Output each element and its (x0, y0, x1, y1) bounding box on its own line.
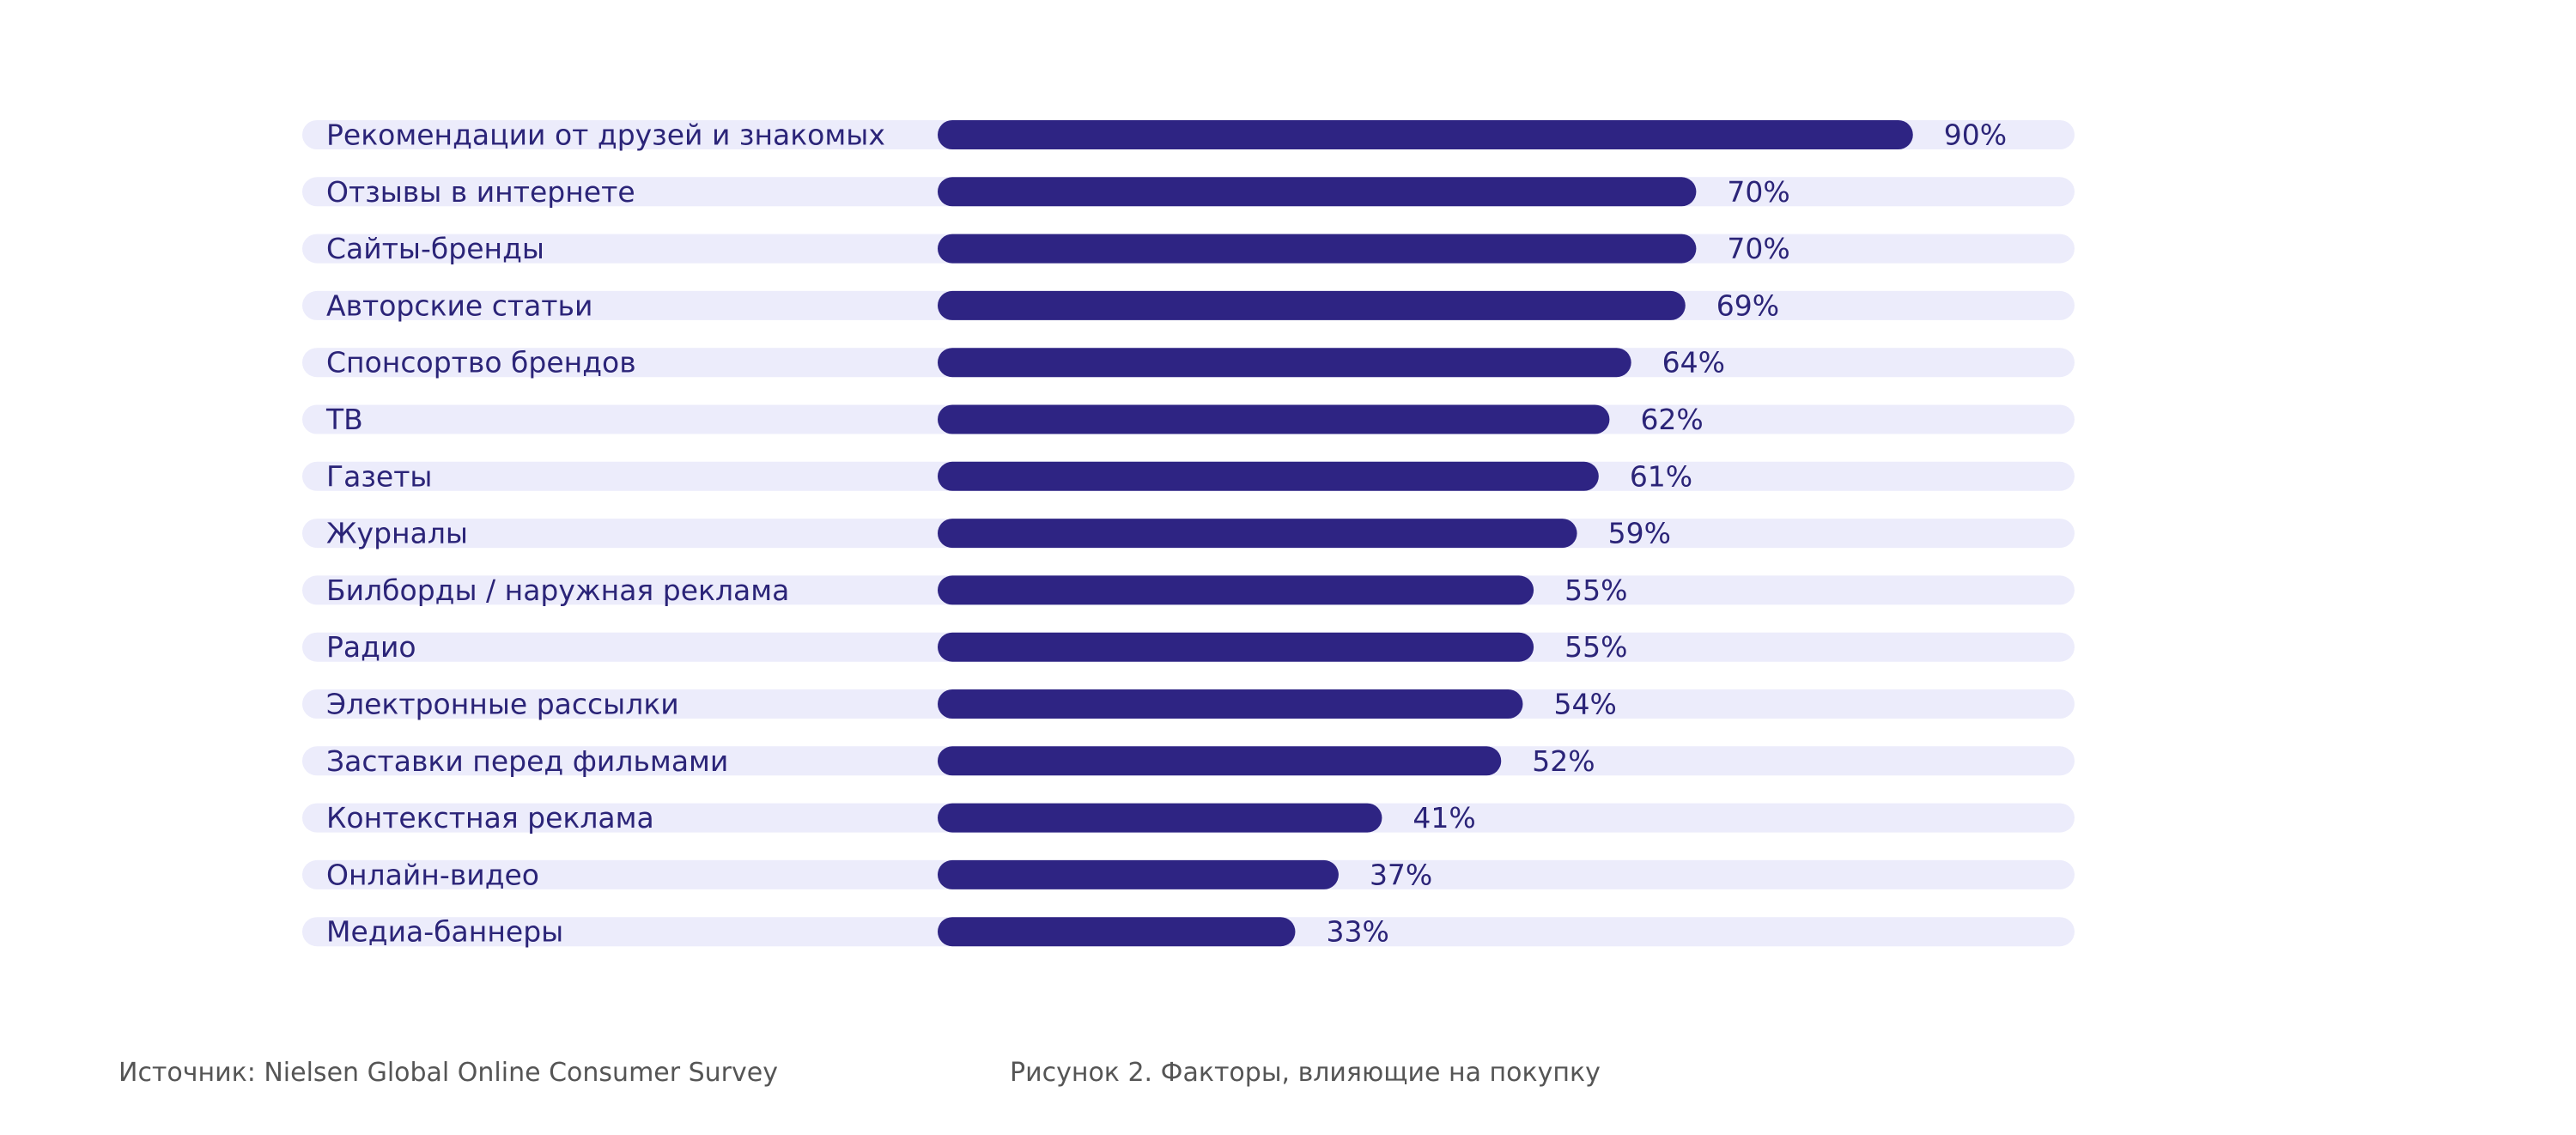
value-label: 33% (1326, 915, 1388, 949)
value-label: 59% (1608, 517, 1671, 550)
bar (938, 917, 1296, 947)
value-label: 37% (1370, 858, 1432, 891)
source-note: Источник: Nielsen Global Online Consumer… (118, 1058, 778, 1088)
value-label: 41% (1413, 801, 1475, 835)
bar (938, 290, 1686, 320)
bar (938, 404, 1610, 434)
bar (938, 859, 1339, 889)
value-label: 90% (1944, 118, 2007, 152)
value-label: 54% (1553, 688, 1616, 721)
category-label: Радио (326, 630, 416, 664)
category-label: Сайты-бренды (326, 232, 544, 265)
bar (938, 746, 1502, 776)
bar (938, 575, 1534, 605)
bar (938, 519, 1577, 549)
category-label: Контекстная реклама (326, 801, 654, 835)
category-label: Электронные рассылки (326, 688, 679, 721)
bar (938, 689, 1523, 719)
category-label: Газеты (326, 459, 432, 493)
category-label: Билборды / наружная реклама (326, 574, 789, 607)
category-label: Заставки перед фильмами (326, 744, 728, 778)
category-label: Журналы (326, 517, 468, 550)
category-label: Отзывы в интернете (326, 175, 635, 209)
category-label: ТВ (325, 403, 363, 436)
bar (938, 177, 1697, 207)
value-label: 61% (1630, 459, 1692, 493)
value-label: 55% (1564, 630, 1627, 664)
value-label: 69% (1716, 288, 1779, 322)
category-label: Онлайн-видео (326, 858, 539, 891)
bar (938, 461, 1599, 491)
bar (938, 632, 1534, 662)
value-label: 70% (1727, 175, 1789, 209)
value-label: 52% (1532, 744, 1595, 778)
value-label: 64% (1662, 346, 1725, 379)
bar (938, 120, 1913, 149)
category-label: Медиа-баннеры (326, 915, 563, 949)
category-label: Рекомендации от друзей и знакомых (326, 118, 885, 152)
figure-caption: Рисунок 2. Факторы, влияющие на покупку (1010, 1058, 1601, 1088)
value-label: 62% (1640, 403, 1703, 436)
bar (938, 803, 1382, 833)
bar (938, 348, 1631, 378)
value-label: 55% (1564, 574, 1627, 607)
bar (938, 234, 1697, 264)
category-label: Авторские статьи (326, 288, 592, 322)
category-label: Спонсортво брендов (326, 346, 636, 379)
value-label: 70% (1727, 232, 1789, 265)
